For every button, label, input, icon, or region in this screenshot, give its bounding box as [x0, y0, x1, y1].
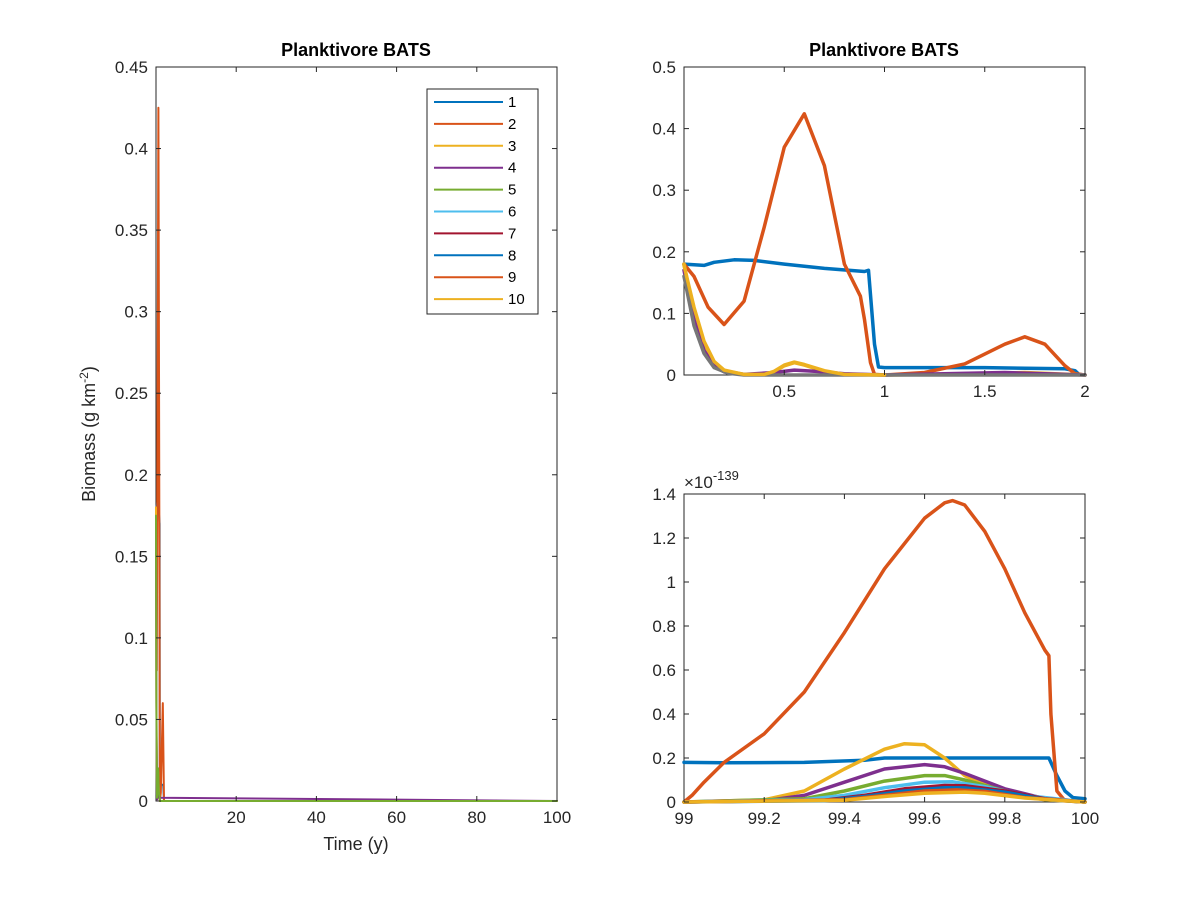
y-tick-label: 1.2: [652, 529, 676, 548]
axes-bottom-right-frame: [683, 493, 1086, 803]
legend-label-9: 9: [508, 269, 516, 286]
y-tick-label: 0.8: [652, 617, 676, 636]
series-line-10: [682, 790, 1087, 804]
x-tick-label: 60: [387, 808, 406, 827]
x-tick-label: 80: [467, 808, 486, 827]
axes-left-xlabel: Time (y): [323, 834, 388, 854]
series-line-2: [682, 498, 1087, 804]
axes-left: 20 40 60 80 100 0 0.05 0.1 0.15 0.2 0.25 0.3 0.35 0.4…: [77, 40, 571, 854]
y-tick-label: 1.4: [652, 485, 676, 504]
exponent-base: ×10: [684, 473, 713, 492]
legend: 1 2 3 4 5 6 7 8 9 10: [426, 88, 539, 315]
axes-top-right-frame: [683, 66, 1086, 376]
x-tick-label: 2: [1080, 382, 1089, 401]
y-tick-label: 0.05: [115, 710, 148, 729]
y-tick-label: 0.4: [652, 705, 676, 724]
ylabel-sup: -2: [77, 372, 91, 383]
legend-label-6: 6: [508, 204, 516, 221]
x-tick-label: 99.4: [828, 809, 861, 828]
exponent-power: -139: [713, 468, 739, 483]
axes-left-ticks: 20 40 60 80 100 0 0.05 0.1 0.15 0.2 0.25 0.3 0.35 0.4…: [115, 58, 571, 827]
series-line-2: [682, 112, 1087, 377]
axes-bottom-right-ticks: 99 99.2 99.4 99.6 99.8 100 0 0.2 0.4 0.6 0.8 1 1.2 1.…: [652, 485, 1099, 828]
axes-top-right-plot: [682, 112, 1087, 377]
axes-left-title: Planktivore BATS: [281, 40, 431, 60]
series-line-1: [682, 756, 1087, 801]
axes-top-right-title: Planktivore BATS: [809, 40, 959, 60]
y-tick-label: 0.2: [652, 243, 676, 262]
y-tick-label: 0.3: [124, 303, 148, 322]
y-tick-label: 0.5: [652, 58, 676, 77]
axes-left-ylabel: Biomass (g km-2): [77, 366, 99, 502]
x-tick-label: 1: [880, 382, 889, 401]
x-tick-label: 100: [1071, 809, 1099, 828]
y-tick-label: 1: [667, 573, 676, 592]
y-tick-label: 0.3: [652, 181, 676, 200]
x-tick-label: 0.5: [772, 382, 796, 401]
axes-bottom-right-exponent: ×10-139: [684, 468, 739, 492]
ylabel-end: ): [79, 366, 99, 372]
x-tick-label: 99: [675, 809, 694, 828]
legend-label-4: 4: [508, 160, 516, 177]
x-tick-label: 40: [307, 808, 326, 827]
axes-left-plot: [155, 106, 558, 802]
x-tick-label: 100: [543, 808, 571, 827]
legend-label-10: 10: [508, 291, 525, 308]
series-line-10: [682, 263, 887, 377]
y-tick-label: 0: [667, 366, 676, 385]
x-tick-label: 20: [227, 808, 246, 827]
y-tick-label: 0.2: [124, 466, 148, 485]
x-tick-label: 99.6: [908, 809, 941, 828]
y-tick-label: 0.15: [115, 547, 148, 566]
x-tick-label: 1.5: [973, 382, 997, 401]
axes-bottom-right: 99 99.2 99.4 99.6 99.8 100 0 0.2 0.4 0.6 0.8 1 1.2 1.…: [652, 468, 1099, 828]
y-tick-label: 0.1: [124, 629, 148, 648]
x-tick-label: 99.2: [748, 809, 781, 828]
y-tick-label: 0.45: [115, 58, 148, 77]
series-line-10: [155, 514, 558, 802]
y-tick-label: 0.4: [652, 120, 676, 139]
legend-label-5: 5: [508, 182, 516, 199]
legend-label-8: 8: [508, 247, 516, 264]
y-tick-label: 0: [139, 792, 148, 811]
legend-label-2: 2: [508, 116, 516, 133]
ylabel-main: Biomass (g km: [79, 383, 99, 502]
y-tick-label: 0.1: [652, 304, 676, 323]
y-tick-label: 0.25: [115, 384, 148, 403]
x-tick-label: 99.8: [988, 809, 1021, 828]
legend-items: 1 2 3 4 5 6 7 8 9 10: [434, 94, 525, 308]
y-tick-label: 0.2: [652, 749, 676, 768]
axes-bottom-right-plot: [682, 498, 1087, 804]
axes-top-right-ticks: 0.5 1 1.5 2 0 0.1 0.2 0.3 0.4 0.5: [652, 58, 1089, 401]
legend-label-1: 1: [508, 94, 516, 111]
legend-label-3: 3: [508, 138, 516, 155]
axes-top-right: 0.5 1 1.5 2 0 0.1 0.2 0.3 0.4 0.5 Planktivore BAT…: [652, 40, 1089, 401]
y-tick-label: 0.35: [115, 221, 148, 240]
y-tick-label: 0.6: [652, 661, 676, 680]
legend-box: [426, 88, 539, 315]
y-tick-label: 0: [667, 793, 676, 812]
legend-label-7: 7: [508, 225, 516, 242]
y-tick-label: 0.4: [124, 140, 148, 159]
